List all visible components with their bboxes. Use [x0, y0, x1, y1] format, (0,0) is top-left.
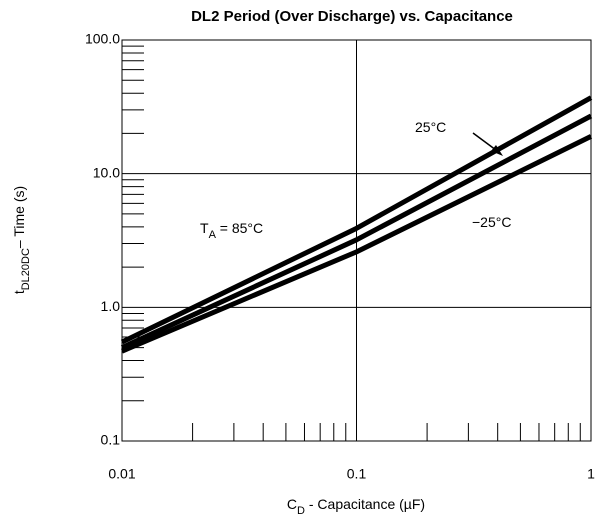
- annotation-part: −25°C: [472, 214, 511, 230]
- y-tick-label: 10.0: [93, 164, 120, 180]
- annotation-part: 25°C: [415, 119, 446, 135]
- annotation: TA = 85°C: [200, 220, 263, 241]
- x-axis-label-part: C: [287, 496, 297, 512]
- annotation-part: A: [209, 229, 217, 241]
- annotation: −25°C: [472, 214, 511, 230]
- x-tick-label: 0.01: [108, 466, 135, 482]
- chart-title: DL2 Period (Over Discharge) vs. Capacita…: [191, 8, 513, 25]
- series-line: [121, 134, 593, 354]
- series-line: [120, 113, 593, 350]
- y-axis-label-part: DL20DC: [20, 248, 32, 290]
- annotation-part: T: [200, 220, 209, 236]
- y-axis-label: tDL20DC– Time (s): [11, 186, 32, 294]
- y-tick-label: 0.1: [101, 432, 121, 448]
- y-tick-label: 1.0: [101, 298, 121, 314]
- annotation: 25°C: [415, 119, 446, 135]
- y-axis-label-part: – Time (s): [11, 186, 27, 248]
- y-axis-label-part: t: [11, 290, 27, 294]
- annotation-part: = 85°C: [216, 220, 263, 236]
- y-tick-label: 100.0: [85, 31, 120, 47]
- x-tick-label: 0.1: [347, 466, 367, 482]
- x-tick-label: 1: [587, 466, 595, 482]
- series-line: [120, 95, 593, 345]
- x-axis-label: CD - Capacitance (µF): [287, 496, 425, 517]
- x-axis-label-part: D: [297, 505, 305, 517]
- x-axis-label-part: - Capacitance (µF): [305, 496, 425, 512]
